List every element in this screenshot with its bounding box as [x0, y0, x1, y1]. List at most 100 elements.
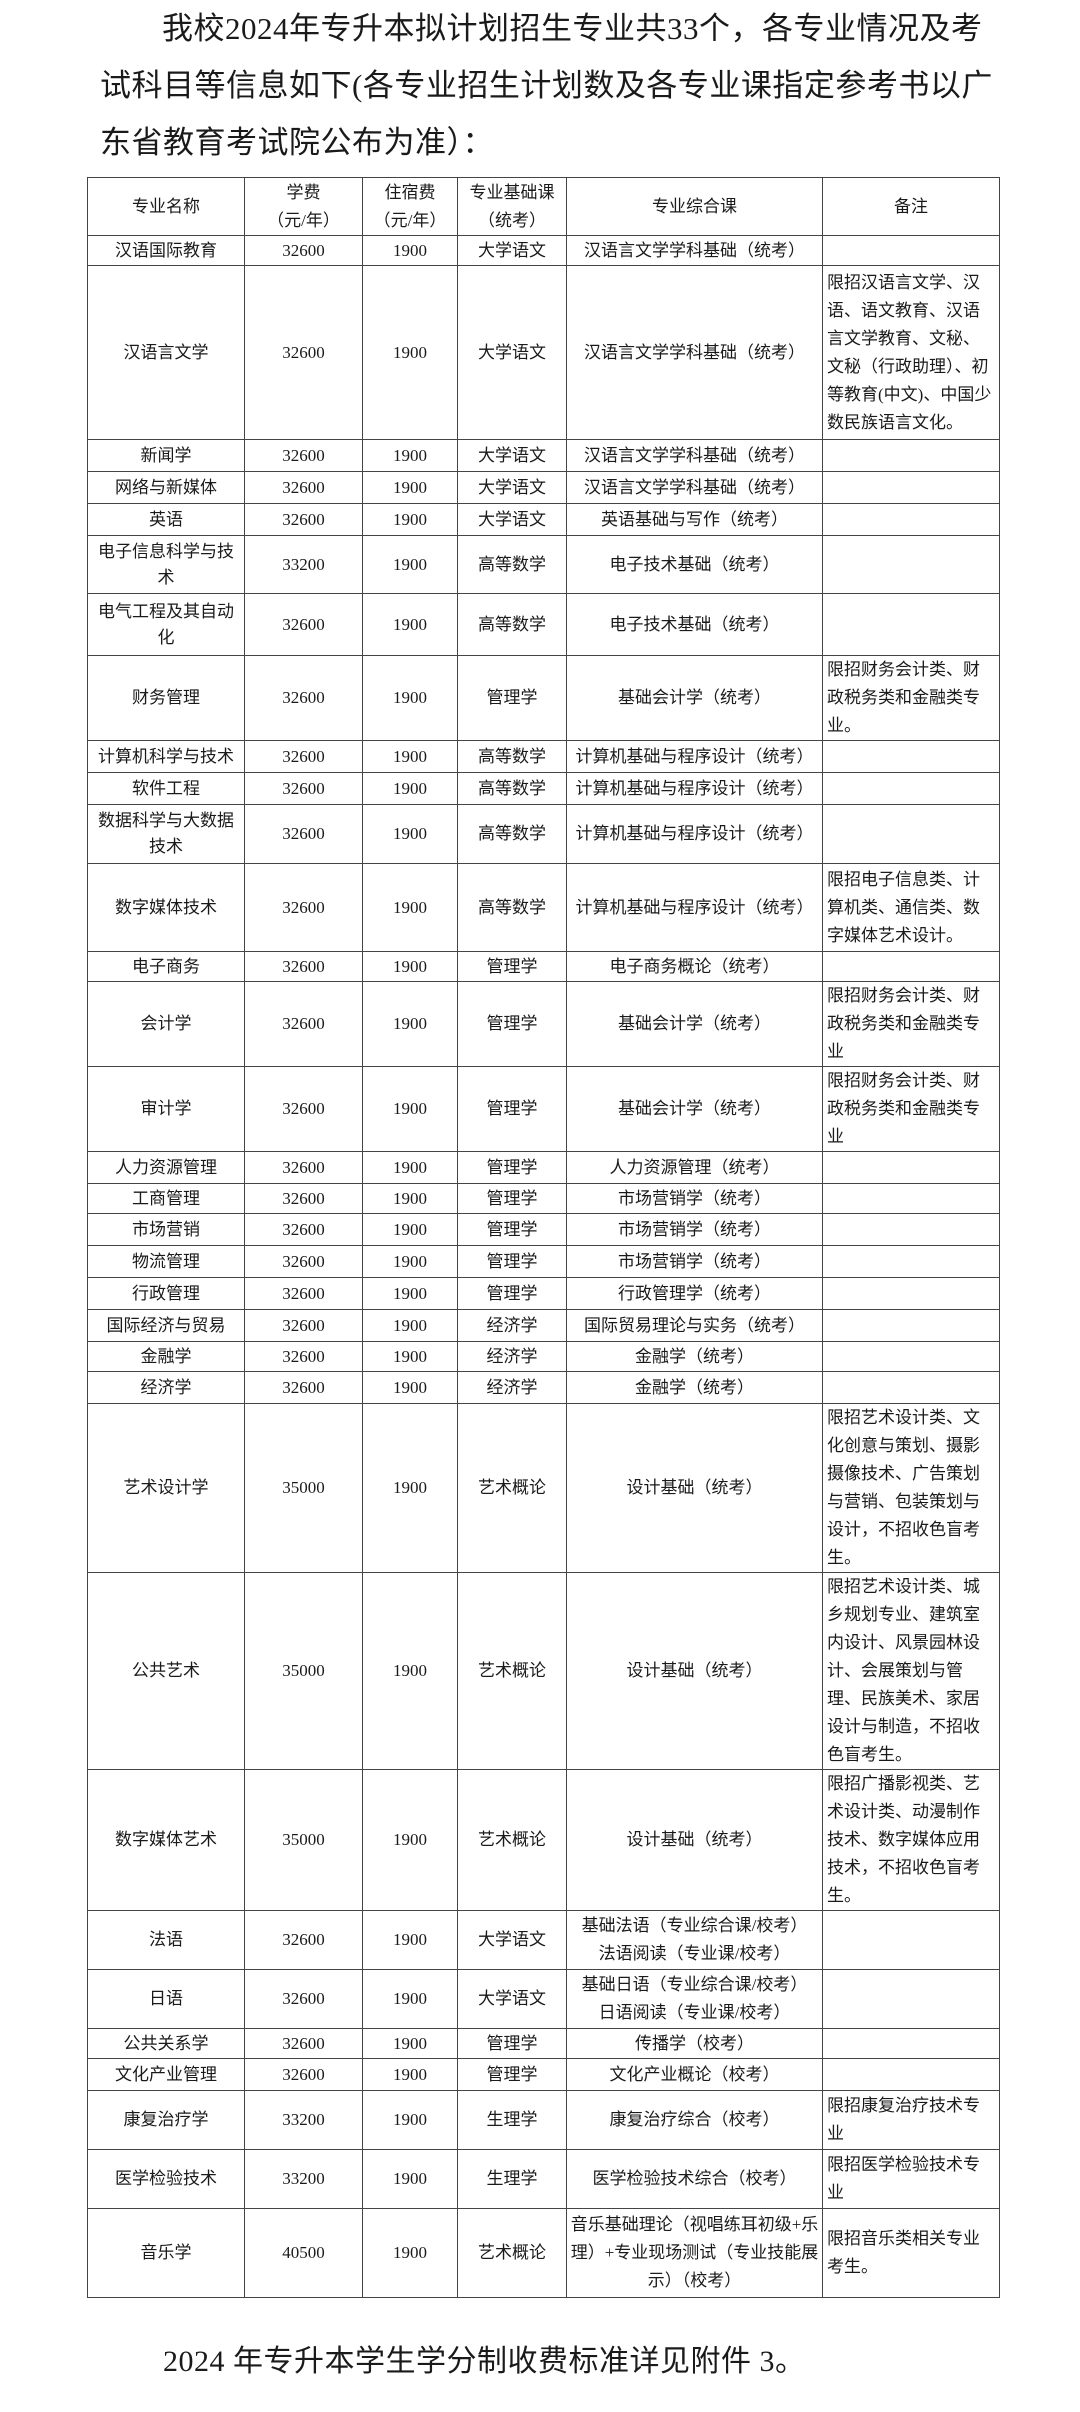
- table-row: 网络与新媒体 32600 1900 大学语文 汉语言文学学科基础（统考）: [87, 471, 1000, 504]
- cell-dorm-fee: 1900: [362, 265, 458, 440]
- cell-basic-course: 高等数学: [457, 593, 567, 656]
- cell-remarks: [822, 1277, 1000, 1310]
- cell-tuition: 32600: [244, 981, 363, 1067]
- cell-comprehensive-course: 行政管理学（统考）: [566, 1277, 823, 1310]
- cell-dorm-fee: 1900: [362, 1769, 458, 1911]
- footer-note: 2024 年专升本学生学分制收费标准详见附件 3。: [163, 2345, 806, 2378]
- table-row: 数字媒体技术 32600 1900 高等数学 计算机基础与程序设计（统考） 限招电子信息类…: [87, 863, 1000, 952]
- cell-tuition: 32600: [244, 1341, 363, 1372]
- cell-major-name: 电子信息科学与技术: [87, 535, 245, 594]
- table-row: 国际经济与贸易 32600 1900 经济学 国际贸易理论与实务（统考）: [87, 1309, 1000, 1342]
- cell-tuition: 33200: [244, 2149, 363, 2209]
- cell-basic-course: 管理学: [457, 1066, 567, 1152]
- cell-basic-course: 高等数学: [457, 740, 567, 773]
- cell-major-name: 网络与新媒体: [87, 471, 245, 504]
- cell-remarks: [822, 1309, 1000, 1342]
- cell-remarks: 限招广播影视类、艺术设计类、动漫制作技术、数字媒体应用技术，不招收色盲考生。: [822, 1769, 1000, 1911]
- cell-basic-course: 生理学: [457, 2149, 567, 2209]
- cell-major-name: 行政管理: [87, 1277, 245, 1310]
- cell-comprehensive-course: 金融学（统考）: [566, 1341, 823, 1372]
- cell-tuition: 32600: [244, 1066, 363, 1152]
- cell-basic-course: 大学语文: [457, 471, 567, 504]
- cell-remarks: 限招医学检验技术专业: [822, 2149, 1000, 2209]
- cell-basic-course: 大学语文: [457, 265, 567, 440]
- cell-basic-course: 管理学: [457, 1213, 567, 1246]
- header-remarks: 备注: [822, 177, 1000, 236]
- cell-basic-course: 管理学: [457, 951, 567, 982]
- cell-dorm-fee: 1900: [362, 981, 458, 1067]
- cell-comprehensive-course: 基础会计学（统考）: [566, 1066, 823, 1152]
- cell-tuition: 32600: [244, 235, 363, 266]
- cell-comprehensive-course: 基础会计学（统考）: [566, 981, 823, 1067]
- cell-remarks: 限招艺术设计类、城乡规划专业、建筑室内设计、风景园林设计、会展策划与管理、民族美…: [822, 1572, 1000, 1770]
- cell-major-name: 数据科学与大数据技术: [87, 804, 245, 864]
- cell-tuition: 32600: [244, 2028, 363, 2059]
- header-tuition: 学费 （元/年）: [244, 177, 363, 236]
- cell-basic-course: 艺术概论: [457, 1403, 567, 1573]
- table-row: 康复治疗学 33200 1900 生理学 康复治疗综合（校考） 限招康复治疗技术专业: [87, 2090, 1000, 2150]
- cell-remarks: [822, 1969, 1000, 2029]
- cell-dorm-fee: 1900: [362, 740, 458, 773]
- cell-major-name: 公共艺术: [87, 1572, 245, 1770]
- header-major-name: 专业名称: [87, 177, 245, 236]
- cell-remarks: 限招艺术设计类、文化创意与策划、摄影摄像技术、广告策划与营销、包装策划与设计，不…: [822, 1403, 1000, 1573]
- cell-comprehensive-course: 计算机基础与程序设计（统考）: [566, 863, 823, 952]
- cell-major-name: 英语: [87, 503, 245, 536]
- cell-dorm-fee: 1900: [362, 1245, 458, 1278]
- cell-comprehensive-course: 市场营销学（统考）: [566, 1213, 823, 1246]
- cell-comprehensive-course: 计算机基础与程序设计（统考）: [566, 740, 823, 773]
- cell-tuition: 32600: [244, 471, 363, 504]
- cell-basic-course: 管理学: [457, 1277, 567, 1310]
- cell-dorm-fee: 1900: [362, 1151, 458, 1184]
- intro-text: 我校2024年专升本拟计划招生专业共33个，各专业情况及考试科目等信息如下(各专…: [100, 11, 993, 160]
- cell-major-name: 汉语言文学: [87, 265, 245, 440]
- cell-dorm-fee: 1900: [362, 1969, 458, 2029]
- cell-remarks: [822, 740, 1000, 773]
- cell-dorm-fee: 1900: [362, 1572, 458, 1770]
- cell-tuition: 40500: [244, 2208, 363, 2298]
- table-row: 人力资源管理 32600 1900 管理学 人力资源管理（统考）: [87, 1151, 1000, 1184]
- cell-comprehensive-course: 市场营销学（统考）: [566, 1183, 823, 1214]
- cell-tuition: 35000: [244, 1572, 363, 1770]
- cell-tuition: 32600: [244, 1309, 363, 1342]
- cell-comprehensive-course: 汉语言文学学科基础（统考）: [566, 235, 823, 266]
- cell-tuition: 32600: [244, 265, 363, 440]
- cell-dorm-fee: 1900: [362, 655, 458, 741]
- cell-comprehensive-course: 基础日语（专业综合课/校考） 日语阅读（专业课/校考）: [566, 1969, 823, 2029]
- cell-tuition: 32600: [244, 1213, 363, 1246]
- cell-basic-course: 高等数学: [457, 535, 567, 594]
- cell-comprehensive-course: 基础会计学（统考）: [566, 655, 823, 741]
- cell-dorm-fee: 1900: [362, 1309, 458, 1342]
- cell-dorm-fee: 1900: [362, 1371, 458, 1404]
- table-row: 艺术设计学 35000 1900 艺术概论 设计基础（统考） 限招艺术设计类、文化创意与策…: [87, 1403, 1000, 1573]
- cell-remarks: [822, 593, 1000, 656]
- header-dorm-fee: 住宿费 （元/年）: [362, 177, 458, 236]
- cell-tuition: 32600: [244, 951, 363, 982]
- table-row: 财务管理 32600 1900 管理学 基础会计学（统考） 限招财务会计类、财政税务类和金…: [87, 655, 1000, 741]
- header-basic-course: 专业基础课 （统考）: [457, 177, 567, 236]
- cell-remarks: 限招财务会计类、财政税务类和金融类专业: [822, 1066, 1000, 1152]
- table-row: 市场营销 32600 1900 管理学 市场营销学（统考）: [87, 1213, 1000, 1246]
- cell-basic-course: 管理学: [457, 1183, 567, 1214]
- cell-basic-course: 管理学: [457, 1245, 567, 1278]
- cell-comprehensive-course: 设计基础（统考）: [566, 1769, 823, 1911]
- cell-comprehensive-course: 人力资源管理（统考）: [566, 1151, 823, 1184]
- table-row: 经济学 32600 1900 经济学 金融学（统考）: [87, 1371, 1000, 1404]
- table-row: 汉语言文学 32600 1900 大学语文 汉语言文学学科基础（统考） 限招汉语言文学、汉…: [87, 265, 1000, 440]
- cell-tuition: 32600: [244, 1183, 363, 1214]
- cell-basic-course: 高等数学: [457, 772, 567, 805]
- cell-major-name: 工商管理: [87, 1183, 245, 1214]
- cell-major-name: 金融学: [87, 1341, 245, 1372]
- cell-comprehensive-course: 计算机基础与程序设计（统考）: [566, 804, 823, 864]
- cell-basic-course: 经济学: [457, 1371, 567, 1404]
- table-row: 新闻学 32600 1900 大学语文 汉语言文学学科基础（统考）: [87, 439, 1000, 472]
- cell-major-name: 经济学: [87, 1371, 245, 1404]
- cell-dorm-fee: 1900: [362, 1213, 458, 1246]
- cell-tuition: 35000: [244, 1403, 363, 1573]
- cell-dorm-fee: 1900: [362, 1403, 458, 1573]
- header-comprehensive-course: 专业综合课: [566, 177, 823, 236]
- cell-dorm-fee: 1900: [362, 471, 458, 504]
- cell-remarks: 限招电子信息类、计算机类、通信类、数字媒体艺术设计。: [822, 863, 1000, 952]
- cell-major-name: 电气工程及其自动化: [87, 593, 245, 656]
- cell-major-name: 软件工程: [87, 772, 245, 805]
